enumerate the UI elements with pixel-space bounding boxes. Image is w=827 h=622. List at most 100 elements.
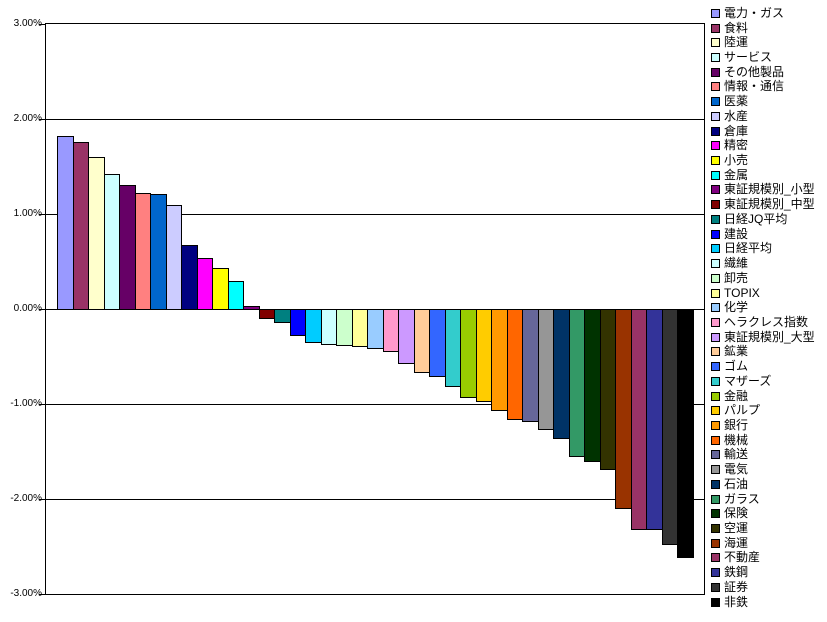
bar-ヘラクレス指数 (383, 309, 399, 352)
gridline--2.00% (46, 499, 704, 500)
legend-label: 陸運 (724, 35, 749, 50)
legend-label: パルプ (724, 403, 761, 418)
legend-swatch-icon (711, 97, 720, 107)
gridline--1.00% (46, 404, 704, 405)
legend-label: 保険 (724, 506, 749, 521)
legend-swatch-icon (711, 450, 720, 460)
legend-item-化学: 化学 (711, 300, 827, 315)
legend-label: TOPIX (724, 285, 760, 300)
bar-倉庫 (181, 245, 198, 310)
bar-小売 (212, 268, 229, 310)
bar-日経JQ平均 (274, 309, 291, 323)
y-axis-tick-label: 0.00% (13, 303, 42, 314)
legend-item-情報・通信: 情報・通信 (711, 80, 827, 95)
legend-label: 医薬 (724, 94, 749, 109)
legend-swatch-icon (711, 82, 720, 92)
legend-swatch-icon (711, 214, 720, 224)
legend-swatch-icon (711, 126, 720, 136)
bar-情報・通信 (135, 193, 151, 310)
legend-item-日経平均: 日経平均 (711, 242, 827, 257)
gridline-1.00% (46, 214, 704, 215)
bar-化学 (367, 309, 384, 349)
gridline-2.00% (46, 119, 704, 120)
legend-label: 日経JQ平均 (724, 211, 788, 226)
legend-label: 東証規模別_大型 (724, 329, 815, 344)
legend-label: 小売 (724, 153, 749, 168)
legend-label: その他製品 (724, 64, 785, 79)
legend-item-海運: 海運 (711, 536, 827, 551)
legend-swatch-icon (711, 317, 720, 327)
legend-item-電力・ガス: 電力・ガス (711, 6, 827, 21)
bar-機械 (507, 309, 523, 420)
bar-銀行 (491, 309, 508, 411)
bar-金属 (228, 281, 244, 310)
y-axis-tick-label: -2.00% (10, 493, 42, 504)
y-axis-tick (39, 309, 45, 310)
legend-swatch-icon (711, 170, 720, 180)
legend-swatch-icon (711, 111, 720, 121)
legend-item-建設: 建設 (711, 227, 827, 242)
legend-item-証券: 証券 (711, 580, 827, 595)
legend-item-東証規模別_中型: 東証規模別_中型 (711, 197, 827, 212)
bar-パルプ (476, 309, 492, 402)
bar-サービス (104, 174, 120, 310)
legend-item-電気: 電気 (711, 462, 827, 477)
bar-建設 (290, 309, 306, 336)
legend-label: 海運 (724, 535, 749, 550)
legend-label: 機械 (724, 432, 749, 447)
legend-swatch-icon (711, 288, 720, 298)
legend-label: 電気 (724, 462, 749, 477)
legend-item-保険: 保険 (711, 506, 827, 521)
y-axis-tick (39, 404, 45, 405)
legend-label: 情報・通信 (724, 79, 785, 94)
bar-繊維 (321, 309, 337, 345)
legend-item-機械: 機械 (711, 433, 827, 448)
bar-東証規模別_中型 (259, 309, 275, 319)
legend-item-鉱業: 鉱業 (711, 345, 827, 360)
legend-label: 倉庫 (724, 123, 749, 138)
legend-item-石油: 石油 (711, 477, 827, 492)
legend-label: サービス (724, 50, 773, 65)
legend-label: 証券 (724, 579, 749, 594)
legend-swatch-icon (711, 8, 720, 18)
legend-swatch-icon (711, 244, 720, 254)
legend-label: 非鉄 (724, 594, 749, 609)
bar-陸運 (88, 157, 105, 310)
legend-swatch-icon (711, 376, 720, 386)
legend-swatch-icon (711, 259, 720, 269)
legend-item-金融: 金融 (711, 389, 827, 404)
legend-label: 空運 (724, 521, 749, 536)
bar-鉱業 (414, 309, 430, 373)
legend-swatch-icon (711, 303, 720, 313)
legend-item-日経JQ平均: 日経JQ平均 (711, 212, 827, 227)
legend-swatch-icon (711, 38, 720, 48)
bar-精密 (197, 258, 213, 310)
legend-swatch-icon (711, 553, 720, 563)
bar-マザーズ (445, 309, 461, 387)
legend-swatch-icon (711, 597, 720, 607)
bar-東証規模別_小型 (243, 306, 260, 310)
bar-水産 (166, 205, 182, 310)
legend-item-水産: 水産 (711, 109, 827, 124)
legend-item-精密: 精密 (711, 138, 827, 153)
bar-電気 (538, 309, 554, 430)
legend-item-鉄鋼: 鉄鋼 (711, 565, 827, 580)
legend-item-金属: 金属 (711, 168, 827, 183)
bar-その他製品 (119, 185, 136, 310)
legend-label: マザーズ (724, 373, 772, 388)
legend-label: 繊維 (724, 256, 749, 271)
legend-swatch-icon (711, 568, 720, 578)
legend-item-パルプ: パルプ (711, 403, 827, 418)
legend-swatch-icon (711, 435, 720, 445)
legend-item-ヘラクレス指数: ヘラクレス指数 (711, 315, 827, 330)
plot-area (45, 23, 705, 595)
legend-item-TOPIX: TOPIX (711, 286, 827, 301)
legend-label: 精密 (724, 138, 749, 153)
legend-item-食料: 食料 (711, 21, 827, 36)
legend-swatch-icon (711, 582, 720, 592)
bar-卸売 (336, 309, 353, 346)
bar-医薬 (150, 194, 167, 310)
bar-東証規模別_大型 (398, 309, 415, 364)
legend-item-銀行: 銀行 (711, 418, 827, 433)
